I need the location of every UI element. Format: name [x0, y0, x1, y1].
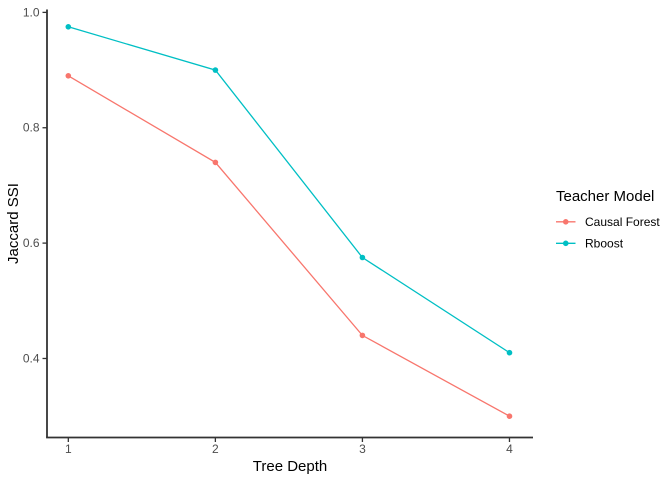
data-point-rboost-x1: [65, 24, 72, 30]
legend-key-point-causal-forest: [562, 219, 569, 225]
data-point-causal-forest-x2: [212, 159, 219, 166]
x-tick-label: 2: [212, 442, 219, 456]
x-tick-label: 4: [506, 442, 513, 456]
legend-item-label: Causal Forest: [585, 215, 660, 229]
y-axis-title: Jaccard SSI: [5, 183, 22, 264]
data-point-causal-forest-x4: [506, 413, 513, 420]
y-tick-label: 0.4: [23, 351, 40, 365]
legend-title: Teacher Model: [556, 188, 654, 205]
x-tick-label: 1: [65, 442, 72, 456]
y-tick-label: 0.6: [23, 236, 40, 250]
series-line-rboost: [68, 26, 510, 354]
data-point-rboost-x4: [506, 349, 513, 356]
data-point-rboost-x2: [212, 67, 219, 73]
y-tick-label: 1.0: [23, 5, 40, 19]
legend-item-label: Rboost: [585, 237, 624, 251]
series-line-causal-forest: [67, 75, 510, 417]
x-tick-label: 3: [359, 442, 366, 456]
legend-key-point-rboost: [562, 240, 569, 247]
x-axis-title: Tree Depth: [253, 458, 327, 475]
y-tick-label: 0.8: [23, 121, 40, 135]
data-point-rboost-x3: [359, 254, 366, 261]
data-point-causal-forest-x1: [65, 73, 72, 79]
data-point-causal-forest-x3: [359, 332, 366, 339]
